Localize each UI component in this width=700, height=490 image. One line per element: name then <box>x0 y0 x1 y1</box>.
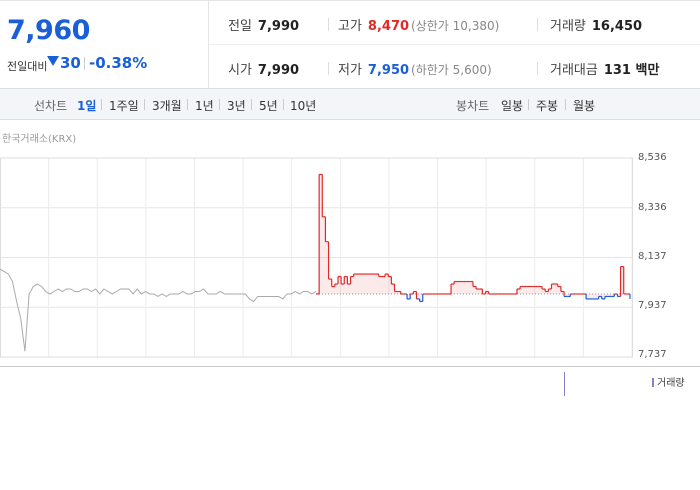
volume-legend-swatch <box>652 378 654 387</box>
volume-bar <box>564 372 565 396</box>
divider <box>565 99 566 110</box>
divider <box>101 99 102 110</box>
tab-1d[interactable]: 1일 <box>77 99 97 113</box>
divider <box>537 18 538 31</box>
low-label: 저가 <box>338 63 362 78</box>
divider <box>251 99 252 110</box>
today-area <box>316 174 630 302</box>
prev-close-value: 7,990 <box>257 19 300 34</box>
y-tick-label: 7,937 <box>638 300 667 311</box>
upper-limit: (상한가 10,380) <box>411 19 500 33</box>
trade-value-label: 거래대금 <box>550 63 598 78</box>
intraday-price-chart <box>0 157 633 358</box>
current-price: 7,960 <box>7 15 90 46</box>
divider <box>219 99 220 110</box>
y-tick-label: 8,336 <box>638 202 667 213</box>
trade-value-stat: 거래대금 131 백만 <box>550 59 659 78</box>
down-triangle-icon <box>47 56 59 66</box>
current-price-panel: 7,960 전일대비 30 -0.38% <box>0 1 209 89</box>
low-value: 7,950 <box>367 63 410 78</box>
divider <box>283 99 284 110</box>
y-tick-label: 7,737 <box>638 349 667 360</box>
stats-table: 전일 7,990 고가 8,470 (상한가 10,380) 거래량 16,450 시가… <box>209 1 700 89</box>
lower-limit: (하한가 5,600) <box>411 63 492 77</box>
high-stat: 고가 8,470 (상한가 10,380) <box>338 15 499 34</box>
divider <box>537 62 538 75</box>
divider <box>187 99 188 110</box>
divider <box>144 99 145 110</box>
tab-1w[interactable]: 1주일 <box>109 99 139 113</box>
tab-5y[interactable]: 5년 <box>259 99 278 113</box>
data-source-label: 한국거래소(KRX) <box>2 134 77 145</box>
tab-10y[interactable]: 10년 <box>290 99 317 113</box>
trade-value-value: 131 백만 <box>603 63 660 78</box>
prev-day-line <box>0 268 317 352</box>
open-value: 7,990 <box>257 63 300 78</box>
plot-frame <box>0 157 633 358</box>
tab-3y[interactable]: 3년 <box>227 99 246 113</box>
open-stat: 시가 7,990 <box>228 59 299 78</box>
divider <box>328 62 329 75</box>
y-tick-label: 8,536 <box>638 152 667 163</box>
prev-close-stat: 전일 7,990 <box>228 15 299 34</box>
volume-label: 거래량 <box>550 19 586 34</box>
change-label: 전일대비 <box>7 60 48 73</box>
chart-tabs-bar: 선차트 1일 1주일 3개월 1년 3년 5년 10년 봉차트 일봉 주봉 월봉 <box>0 88 700 120</box>
open-label: 시가 <box>228 63 252 78</box>
tab-3m[interactable]: 3개월 <box>152 99 182 113</box>
tab-1y[interactable]: 1년 <box>195 99 214 113</box>
prev-close-label: 전일 <box>228 19 252 34</box>
tab-weekly-candle[interactable]: 주봉 <box>536 99 559 113</box>
y-tick-label: 8,137 <box>638 251 667 262</box>
high-label: 고가 <box>338 19 362 34</box>
volume-value: 16,450 <box>591 19 643 34</box>
high-value: 8,470 <box>367 19 410 34</box>
tab-monthly-candle[interactable]: 월봉 <box>573 99 596 113</box>
divider <box>209 44 700 45</box>
change-value: 30 <box>60 54 81 72</box>
divider <box>84 57 85 70</box>
low-stat: 저가 7,950 (하한가 5,600) <box>338 59 492 78</box>
line-chart-label: 선차트 <box>34 99 68 113</box>
tab-daily-candle[interactable]: 일봉 <box>501 99 524 113</box>
volume-legend-label: 거래량 <box>657 378 685 389</box>
candle-chart-label: 봉차트 <box>456 99 490 113</box>
quote-header: 7,960 전일대비 30 -0.38% 전일 7,990 고가 8,470 (상한가… <box>0 0 700 89</box>
volume-panel <box>0 366 700 397</box>
divider <box>328 18 329 31</box>
change-percent: -0.38% <box>89 54 148 72</box>
volume-stat: 거래량 16,450 <box>550 15 642 34</box>
divider <box>528 99 529 110</box>
volume-legend: 거래량 <box>652 374 685 389</box>
